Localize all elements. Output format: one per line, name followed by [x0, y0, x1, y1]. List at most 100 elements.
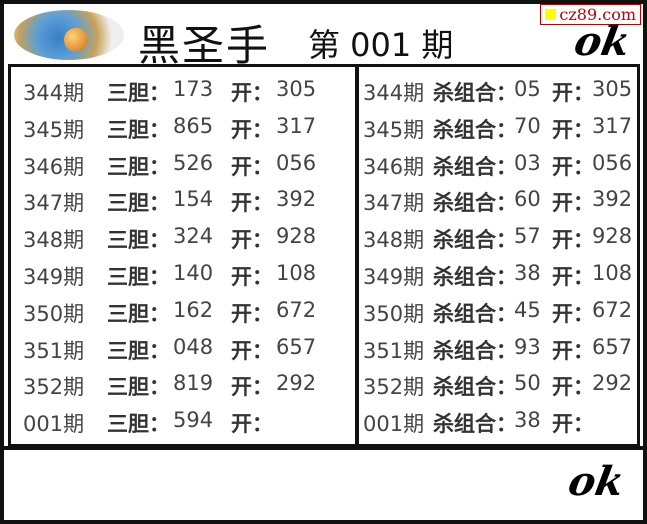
period: 348期: [23, 228, 85, 253]
label: 三胆：: [107, 338, 170, 363]
label: 三胆：: [107, 228, 170, 253]
period: 345期: [23, 117, 85, 142]
open: 108: [276, 261, 317, 285]
open-label: 开：: [231, 301, 273, 326]
period: 001期: [23, 412, 85, 437]
watermark-square-icon: [545, 9, 557, 20]
open: 108: [592, 261, 633, 285]
open-label: 开：: [552, 81, 594, 105]
label: 杀组合：: [433, 81, 517, 105]
period: 349期: [363, 265, 425, 289]
open: 928: [276, 224, 317, 249]
open-label: 开：: [552, 301, 594, 326]
open-label: 开：: [231, 117, 273, 142]
open: 928: [592, 224, 633, 249]
value: 594: [173, 408, 214, 433]
value: 50: [514, 371, 541, 396]
open: 056: [276, 150, 317, 175]
label: 三胆：: [107, 154, 170, 179]
open: 305: [276, 77, 317, 101]
label: 三胆：: [107, 412, 170, 437]
period: 346期: [363, 154, 425, 179]
open-label: 开：: [231, 338, 273, 363]
value: 154: [173, 187, 214, 212]
value: 865: [173, 113, 214, 138]
open: 056: [592, 150, 633, 175]
value: 60: [514, 187, 541, 212]
label: 杀组合：: [433, 191, 517, 216]
period: 001期: [363, 412, 425, 437]
label: 三胆：: [107, 375, 170, 400]
value: 93: [514, 334, 541, 359]
label: 杀组合：: [433, 154, 517, 179]
open: 657: [276, 334, 317, 359]
label: 三胆：: [107, 191, 170, 216]
label: 三胆：: [107, 81, 170, 105]
open-label: 开：: [552, 338, 594, 363]
open-label: 开：: [552, 228, 594, 253]
value: 048: [173, 334, 214, 359]
label: 杀组合：: [433, 412, 517, 437]
label: 杀组合：: [433, 265, 517, 289]
open-label: 开：: [552, 191, 594, 216]
value: 70: [514, 113, 541, 138]
open-label: 开：: [552, 154, 594, 179]
value: 140: [173, 261, 214, 285]
label: 三胆：: [107, 265, 170, 289]
period: 352期: [23, 375, 85, 400]
page-title: 黑圣手: [138, 21, 271, 70]
value: 38: [514, 408, 541, 433]
open-label: 开：: [231, 154, 273, 179]
open-label: 开：: [552, 117, 594, 142]
label: 杀组合：: [433, 338, 517, 363]
label: 杀组合：: [433, 375, 517, 400]
open: 672: [592, 297, 633, 322]
period: 348期: [363, 228, 425, 253]
open-label: 开：: [552, 412, 594, 437]
value: 819: [173, 371, 214, 396]
value: 526: [173, 150, 214, 175]
period: 345期: [363, 117, 425, 142]
period: 349期: [23, 265, 85, 289]
label: 三胆：: [107, 301, 170, 326]
open: 392: [592, 187, 633, 212]
open: 657: [592, 334, 633, 359]
watermark: cz89.com: [540, 4, 641, 25]
issue-number: 第 001 期: [308, 26, 454, 64]
open: 305: [592, 77, 633, 101]
value: 324: [173, 224, 214, 249]
period: 351期: [23, 338, 85, 363]
logo-image: [14, 10, 124, 60]
open: 317: [592, 113, 633, 138]
value: 57: [514, 224, 541, 249]
value: 173: [173, 77, 214, 101]
value: 45: [514, 297, 541, 322]
period: 344期: [363, 81, 425, 105]
value: 38: [514, 261, 541, 285]
bottom-box: ok: [4, 446, 643, 516]
open: 392: [276, 187, 317, 212]
value: 162: [173, 297, 214, 322]
period: 352期: [363, 375, 425, 400]
open-label: 开：: [552, 265, 594, 289]
period: 347期: [363, 191, 425, 216]
signature-ok-bottom: ok: [564, 458, 628, 505]
period: 347期: [23, 191, 85, 216]
label: 杀组合：: [433, 228, 517, 253]
value: 05: [514, 77, 541, 101]
left-panel: 344期 三胆： 173 开： 305 345期 三胆： 865 开： 317 346期 三胆： 526…: [8, 64, 358, 447]
open-label: 开：: [231, 412, 273, 437]
period: 351期: [363, 338, 425, 363]
open: 317: [276, 113, 317, 138]
open: 672: [276, 297, 317, 322]
open: 292: [592, 371, 633, 396]
open-label: 开：: [231, 191, 273, 216]
period: 350期: [23, 301, 85, 326]
open-label: 开：: [231, 228, 273, 253]
label: 杀组合：: [433, 117, 517, 142]
period: 344期: [23, 81, 85, 105]
open-label: 开：: [231, 81, 273, 105]
right-panel: 344期 杀组合： 05 开： 305 345期 杀组合： 70 开： 317 346期 杀组合： 03…: [356, 64, 640, 447]
open-label: 开：: [552, 375, 594, 400]
